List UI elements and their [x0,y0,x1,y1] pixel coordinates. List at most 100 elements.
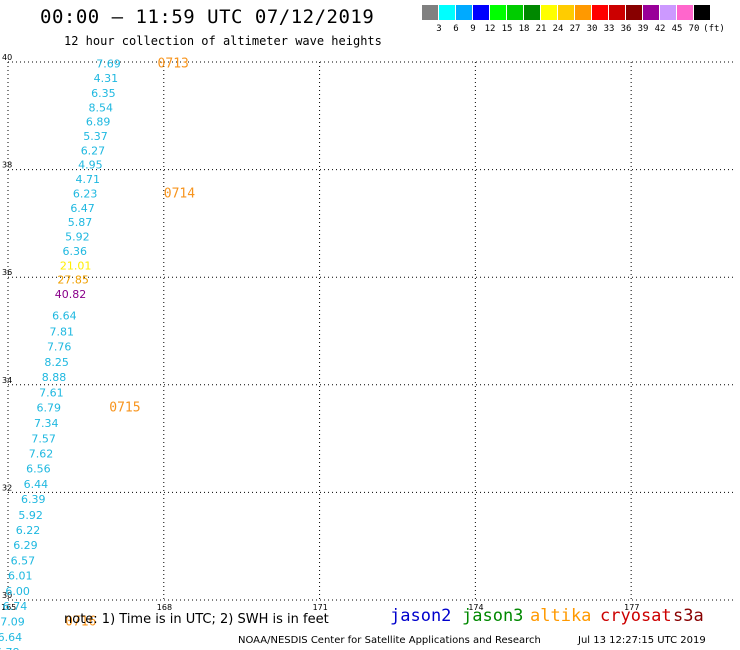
wave-height-value: 6.23 [73,188,98,201]
color-scale-label: 24 [552,24,564,34]
page-subtitle: 12 hour collection of altimeter wave hei… [64,34,382,48]
color-scale-label: 42 [654,24,666,34]
wave-height-value: 6.27 [81,145,106,158]
wave-height-value: 6.39 [21,493,46,506]
color-scale-label: 3 [436,24,442,34]
color-scale-label: 12 [484,24,496,34]
color-scale-unit: (ft) [703,24,725,34]
satellite-legend-cryosat: cryosat [600,606,672,626]
color-scale-label: 6 [453,24,459,34]
wave-height-value: 6.64 [52,310,76,323]
wave-height-value: 7.81 [50,325,75,338]
color-scale-label: 30 [586,24,598,34]
lat-tick-label: 34 [2,376,12,385]
satellite-legend-s3a: s3a [673,606,704,626]
wave-height-value: 6.56 [26,462,51,475]
wave-height-value: 7.09 [0,615,25,628]
color-swatch [694,5,711,20]
color-scale-label: 15 [501,24,513,34]
wave-height-value: 7.69 [96,57,121,70]
color-swatch [490,5,507,20]
wave-height-value: 6.00 [5,585,30,598]
wave-height-value: 21.01 [60,260,92,273]
lon-tick-label: 177 [624,603,639,612]
wave-height-value: 6.44 [24,478,49,491]
color-swatch [592,5,609,20]
wave-height-value: 7.57 [31,432,56,445]
color-swatch [626,5,643,20]
page-title: 00:00 – 11:59 UTC 07/12/2019 [40,6,375,28]
date-marker: 0716 [65,614,96,629]
wave-height-value: 5.87 [68,216,93,229]
lon-tick-label: 168 [157,603,172,612]
wave-height-value: 6.89 [86,115,111,128]
color-scale-label: 45 [671,24,683,34]
color-scale-label: 21 [535,24,547,34]
wave-height-value: 8.25 [44,356,69,369]
color-scale-label: 27 [569,24,581,34]
color-scale-label: 33 [603,24,615,34]
wave-height-value: 6.79 [37,402,62,415]
color-swatch [541,5,558,20]
date-marker: 0713 [158,56,189,71]
date-marker: 0715 [109,401,140,416]
lon-tick-label: 174 [468,603,483,612]
color-swatch [677,5,694,20]
color-swatch [660,5,677,20]
wave-height-value: 4.31 [94,72,119,85]
wave-height-value: 5.92 [65,231,90,244]
wave-height-value: 6.74 [3,600,28,613]
units-note: note: 1) Time is in UTC; 2) SWH is in fe… [64,612,329,627]
satellite-legend-altika: altika [530,606,592,626]
wave-height-value: 6.01 [8,570,33,583]
color-swatch [456,5,473,20]
wave-height-value: 27.85 [57,274,88,287]
color-swatch [422,5,439,20]
wave-height-value: 6.29 [13,539,38,552]
wave-height-value: 8.54 [88,101,113,114]
color-swatch [558,5,575,20]
lat-tick-label: 38 [2,161,12,170]
color-swatch [524,5,541,20]
satellite-legend-jason2: jason2 [390,606,452,626]
color-scale-label: 39 [637,24,649,34]
lon-tick-label: 171 [313,603,328,612]
wave-height-value: 6.47 [70,202,95,215]
wave-height-value: 7.62 [29,447,54,460]
color-swatch [643,5,660,20]
lat-tick-label: 30 [2,591,12,600]
lon-tick-label: 165 [1,603,16,612]
wave-height-value: 6.22 [16,524,40,537]
color-swatch [609,5,626,20]
wave-height-value: 7.34 [34,417,59,430]
wave-height-value: 6.35 [91,87,116,100]
color-swatch [473,5,490,20]
wave-height-value: 5.37 [83,130,108,143]
satellite-legend-jason3: jason3 [462,606,524,626]
wave-height-value: 6.57 [11,554,36,567]
wave-height-value: 6.78 [0,646,20,650]
lat-tick-label: 40 [2,53,12,62]
wave-height-value: 8.88 [42,371,67,384]
color-swatch [507,5,524,20]
wave-height-value: 6.36 [63,245,88,258]
color-scale-label: 36 [620,24,632,34]
color-scale-label: 70 [688,24,700,34]
footer-credit: NOAA/NESDIS Center for Satellite Applica… [238,635,541,646]
wave-height-value: 4.95 [78,159,103,172]
wave-height-value: 7.61 [39,387,64,400]
color-swatch [575,5,592,20]
color-swatch [439,5,456,20]
color-scale-label: 9 [470,24,476,34]
footer-timestamp: Jul 13 12:27:15 UTC 2019 [578,635,706,646]
wave-height-value: 7.76 [47,340,71,353]
lat-tick-label: 36 [2,268,12,277]
color-scale-label: 18 [518,24,530,34]
date-marker: 0714 [164,187,195,202]
wave-height-value: 6.64 [0,631,22,644]
wave-height-value: 40.82 [55,288,87,301]
wave-height-value: 5.92 [18,509,42,522]
wave-height-value: 4.71 [76,173,101,186]
